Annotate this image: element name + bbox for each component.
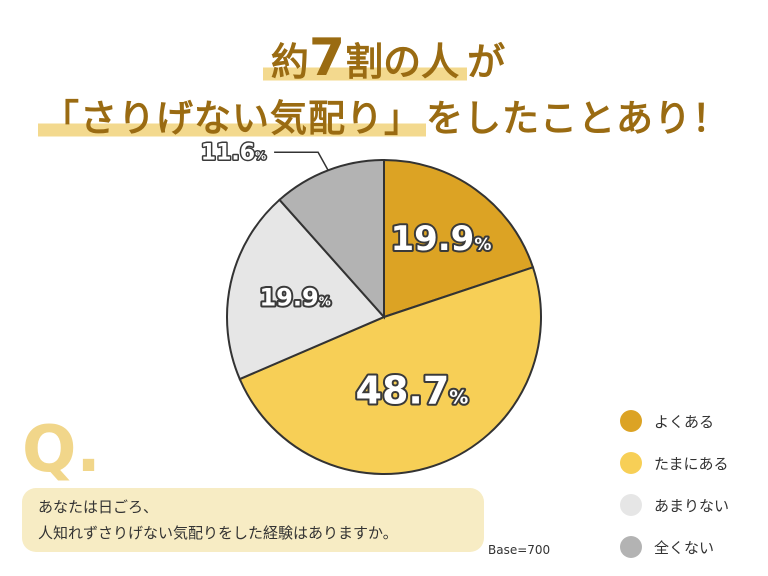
headline-suffix: 割の人 [345, 40, 460, 84]
legend-item: よくある [620, 400, 729, 442]
headline-line2-highlight: 「さりげない気配り」 [38, 97, 426, 140]
legend-label: 全くない [654, 538, 715, 557]
legend-label: よくある [654, 412, 715, 431]
data-label: 48.7% [356, 369, 469, 413]
pie-slice [238, 266, 542, 475]
legend-label: たまにある [654, 454, 729, 473]
data-label-value: 11.6 [201, 140, 255, 165]
question-line-2: 人知れずさりげない気配りをした経験はありますか。 [38, 524, 398, 542]
headline-end: が [467, 40, 506, 84]
pie-slice [226, 198, 386, 381]
data-label-unit: % [255, 149, 266, 162]
data-label: 19.9% [390, 219, 491, 259]
question-mark-icon: Q. [22, 413, 101, 487]
headline-prefix: 約 [270, 40, 309, 84]
headline-line-2: 「さりげない気配り」 をしたことあり！ [0, 88, 768, 142]
data-label-value: 19.9 [390, 219, 474, 259]
data-label-value: 19.9 [259, 284, 318, 312]
data-label-value: 48.7 [356, 369, 450, 413]
pie-slice [278, 158, 385, 320]
legend-swatch [620, 494, 642, 516]
data-label-unit: % [449, 387, 468, 409]
data-label: 19.9% [259, 284, 330, 312]
question-box: あなたは日ごろ、 人知れずさりげない気配りをした経験はありますか。 [22, 488, 484, 552]
legend-item: 全くない [620, 526, 729, 568]
legend: よくある たまにある あまりない 全くない [620, 400, 729, 568]
data-label-unit: % [474, 235, 491, 255]
headline-line-1: 約7割の人が [0, 28, 768, 88]
legend-label: あまりない [654, 496, 730, 515]
question-line-1: あなたは日ごろ、 [38, 498, 159, 516]
legend-item: あまりない [620, 484, 729, 526]
legend-swatch [620, 410, 642, 432]
leader-line [274, 151, 329, 171]
legend-item: たまにある [620, 442, 729, 484]
data-label: 11.6% [201, 140, 266, 165]
data-label-unit: % [319, 295, 331, 309]
legend-swatch [620, 452, 642, 474]
headline-number: 7 [308, 28, 346, 88]
base-count: Base=700 [488, 543, 551, 557]
headline-line2-rest: をしたことあり！ [426, 97, 730, 140]
pie-slice [383, 158, 535, 319]
legend-swatch [620, 536, 642, 558]
headline-highlight: 約7割の人 [262, 28, 468, 88]
